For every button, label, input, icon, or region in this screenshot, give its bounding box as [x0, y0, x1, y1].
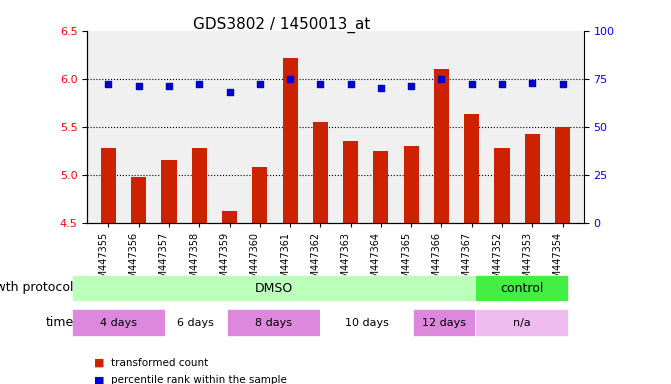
- Bar: [555, 127, 570, 223]
- Bar: [343, 141, 358, 223]
- Point: [557, 81, 568, 88]
- Bar: [282, 58, 298, 223]
- Text: 6 days: 6 days: [177, 318, 214, 328]
- Point: [406, 83, 417, 89]
- Text: ■: ■: [94, 358, 105, 368]
- Text: 4 days: 4 days: [100, 318, 137, 328]
- Text: 8 days: 8 days: [255, 318, 292, 328]
- Text: 10 days: 10 days: [345, 318, 389, 328]
- Bar: [464, 114, 479, 223]
- Text: 12 days: 12 days: [422, 318, 466, 328]
- Text: growth protocol: growth protocol: [0, 281, 74, 295]
- Text: transformed count: transformed count: [111, 358, 208, 368]
- Bar: [313, 122, 328, 223]
- Bar: [373, 151, 389, 223]
- Point: [436, 76, 447, 82]
- Point: [224, 89, 235, 95]
- Bar: [252, 167, 267, 223]
- Point: [315, 81, 325, 88]
- Bar: [222, 211, 237, 223]
- Bar: [192, 148, 207, 223]
- Text: ■: ■: [94, 375, 105, 384]
- Text: time: time: [46, 316, 74, 329]
- Point: [497, 81, 507, 88]
- Bar: [101, 148, 116, 223]
- Text: percentile rank within the sample: percentile rank within the sample: [111, 375, 287, 384]
- Text: DMSO: DMSO: [254, 281, 293, 295]
- Point: [254, 81, 265, 88]
- Point: [103, 81, 114, 88]
- Point: [134, 83, 144, 89]
- Point: [376, 85, 386, 91]
- Bar: [495, 148, 509, 223]
- Point: [194, 81, 205, 88]
- Bar: [434, 69, 449, 223]
- Point: [285, 76, 295, 82]
- Text: n/a: n/a: [513, 318, 531, 328]
- Bar: [162, 160, 176, 223]
- Bar: [525, 134, 540, 223]
- Point: [346, 81, 356, 88]
- Point: [164, 83, 174, 89]
- Point: [466, 81, 477, 88]
- Point: [527, 79, 537, 86]
- Bar: [404, 146, 419, 223]
- Text: GDS3802 / 1450013_at: GDS3802 / 1450013_at: [193, 17, 370, 33]
- Text: control: control: [500, 281, 544, 295]
- Bar: [131, 177, 146, 223]
